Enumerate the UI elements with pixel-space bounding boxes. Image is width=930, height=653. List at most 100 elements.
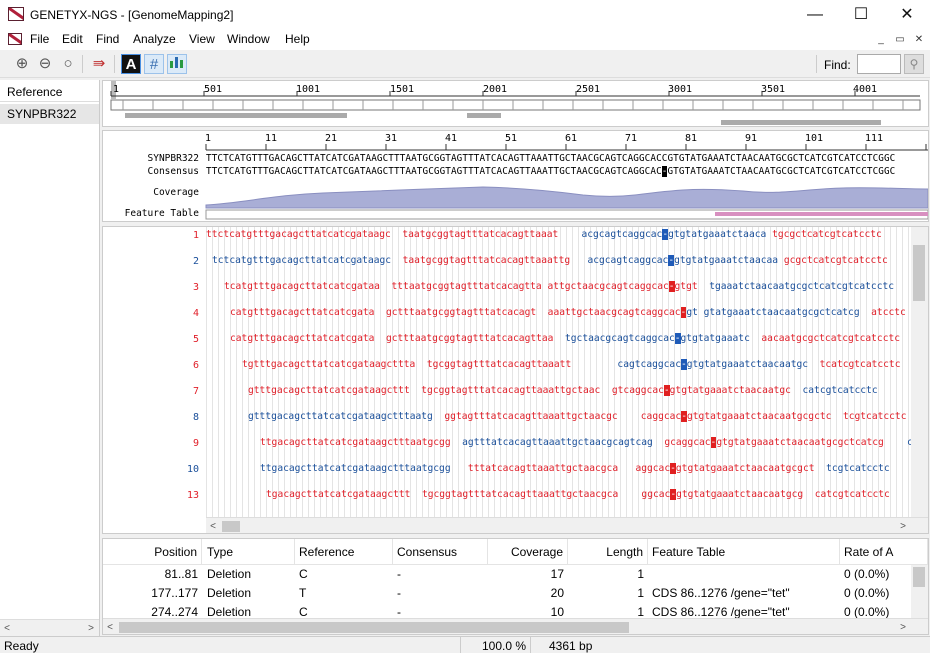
read-segment: tcatcgtcatcctc: [808, 359, 901, 370]
font-toggle-icon[interactable]: A: [121, 54, 141, 74]
status-divider: [530, 637, 531, 653]
navigate-icon[interactable]: ⇛: [92, 55, 106, 72]
grid-line: [368, 227, 369, 517]
scroll-right-icon[interactable]: >: [900, 622, 906, 633]
read-sequence[interactable]: ttctcatgtttgacagcttatcatcgataagc taatgcg…: [206, 229, 882, 240]
column-header[interactable]: Type: [203, 539, 295, 565]
reads-vscroll-thumb[interactable]: [913, 245, 925, 301]
reads-hscrollbar[interactable]: < >: [206, 517, 928, 533]
read-sequence[interactable]: gtttgacagcttatcatcgataagcttt tgcggtagttt…: [248, 385, 878, 396]
read-sequence[interactable]: ttgacagcttatcatcgataagctttaatgcgg tttatc…: [260, 463, 890, 474]
read-sequence[interactable]: catgtttgacagcttatcatcgata gctttaatgcggta…: [230, 307, 906, 318]
read-sequence[interactable]: tgtttgacagcttatcatcgataagcttta tgcggtagt…: [242, 359, 900, 370]
zoom-fit-icon[interactable]: ○: [63, 55, 73, 72]
table-row[interactable]: 274..274 Deletion C - 10 1 CDS 86..1276 /gene=…: [103, 603, 911, 618]
genome-overview[interactable]: 1 501 1001 1501 2001 2501 3001 3501 4001: [102, 80, 929, 127]
grid-line: [614, 227, 615, 517]
read-gap-marker: -: [670, 463, 676, 474]
column-header[interactable]: Rate of A: [840, 539, 928, 565]
grid-line: [320, 227, 321, 517]
grid-line: [476, 227, 477, 517]
coverage-toggle-icon[interactable]: [167, 54, 187, 74]
grid-line: [632, 227, 633, 517]
menu-edit[interactable]: Edit: [62, 32, 83, 46]
table-vscrollbar[interactable]: [911, 565, 928, 618]
menu-view[interactable]: View: [189, 32, 215, 46]
grid-line: [908, 227, 909, 517]
grid-line: [812, 227, 813, 517]
read-sequence[interactable]: tctcatgtttgacagcttatcatcgataagc taatgcgg…: [212, 255, 888, 266]
variant-table[interactable]: Position Type Reference Consensus Coverage Le…: [102, 538, 929, 635]
menu-help[interactable]: Help: [285, 32, 310, 46]
column-header[interactable]: Consensus: [393, 539, 488, 565]
grid-line: [542, 227, 543, 517]
grid-line: [218, 227, 219, 517]
feature-bar[interactable]: [715, 212, 928, 216]
grid-line: [890, 227, 891, 517]
zoom-out-icon[interactable]: ⊖: [38, 55, 52, 72]
grid-line: [674, 227, 675, 517]
detail-tick-label: 111: [865, 133, 884, 144]
grid-line: [404, 227, 405, 517]
read-gap-marker: -: [681, 411, 687, 422]
overview-feature-bar: [721, 120, 881, 125]
scroll-right-icon[interactable]: >: [88, 623, 94, 634]
grid-line: [764, 227, 765, 517]
read-sequence[interactable]: gtttgacagcttatcatcgataagctttaatg ggtagtt…: [248, 411, 907, 422]
grid-line: [290, 227, 291, 517]
zoom-in-icon[interactable]: ⊕: [15, 55, 29, 72]
grid-line: [752, 227, 753, 517]
column-header[interactable]: Length: [568, 539, 648, 565]
grid-line: [572, 227, 573, 517]
grid-line: [806, 227, 807, 517]
grid-line: [380, 227, 381, 517]
table-cell: 1: [637, 586, 644, 600]
scroll-right-icon[interactable]: >: [900, 521, 906, 532]
table-row[interactable]: 81..81 Deletion C - 17 1 0 (0.0%): [103, 565, 911, 584]
read-alignment-panel[interactable]: 1 ttctcatgtttgacagcttatcatcgataagc taatgc…: [102, 226, 929, 534]
table-vscroll-thumb[interactable]: [913, 567, 925, 587]
find-input[interactable]: [857, 54, 901, 74]
grid-line: [758, 227, 759, 517]
scroll-left-icon[interactable]: <: [4, 623, 10, 634]
reference-hscrollbar[interactable]: < >: [0, 619, 99, 636]
scroll-left-icon[interactable]: <: [210, 521, 216, 532]
menu-find[interactable]: Find: [96, 32, 120, 46]
table-cell: Deletion: [207, 605, 252, 618]
menu-analyze[interactable]: Analyze: [133, 32, 176, 46]
read-sequence[interactable]: catgtttgacagcttatcatcgata gctttaatgcggta…: [230, 333, 900, 344]
detail-tick-label: 81: [685, 133, 698, 144]
mdi-restore-button[interactable]: ▭: [895, 34, 905, 45]
reads-vscrollbar[interactable]: [911, 227, 928, 517]
menu-file[interactable]: File: [30, 32, 50, 46]
read-sequence[interactable]: tcatgtttgacagcttatcatcgataa tttaatgcggta…: [224, 281, 894, 292]
table-row[interactable]: 177..177 Deletion T - 20 1 CDS 86..1276 /gene=…: [103, 584, 911, 603]
table-hscrollbar[interactable]: < >: [103, 618, 928, 634]
reference-item[interactable]: SYNPBR322: [0, 104, 99, 124]
status-zoom: 100.0 %: [482, 639, 527, 653]
read-sequence[interactable]: tgacagcttatcatcgataagcttt tgcggtagtttatc…: [266, 489, 890, 500]
table-hscroll-thumb[interactable]: [119, 622, 629, 633]
column-header[interactable]: Position: [103, 539, 202, 565]
find-go-icon[interactable]: ⚲: [904, 54, 924, 74]
grid-line: [848, 227, 849, 517]
grid-toggle-icon[interactable]: #: [144, 54, 164, 74]
read-segment: tgtttgacagcttatcatcgataagcttta tgcggtagt…: [242, 359, 583, 370]
document-icon[interactable]: [8, 33, 22, 45]
read-number: 12: [103, 516, 199, 517]
grid-line: [518, 227, 519, 517]
reads-hscroll-thumb[interactable]: [222, 521, 240, 532]
close-button[interactable]: ✕: [900, 6, 914, 23]
read-sequence[interactable]: ttgacagcttatcatcgataagctttaatgcgg agttta…: [260, 437, 913, 448]
column-header[interactable]: Coverage: [488, 539, 568, 565]
overview-cursor[interactable]: [111, 81, 116, 99]
minimize-button[interactable]: —: [807, 6, 823, 23]
column-header[interactable]: Feature Table: [648, 539, 840, 565]
grid-line: [788, 227, 789, 517]
scroll-left-icon[interactable]: <: [107, 622, 113, 633]
mdi-minimize-button[interactable]: _: [878, 34, 884, 45]
maximize-button[interactable]: ☐: [853, 6, 869, 23]
menu-window[interactable]: Window: [227, 32, 270, 46]
column-header[interactable]: Reference: [295, 539, 393, 565]
mdi-close-button[interactable]: ✕: [914, 34, 924, 45]
